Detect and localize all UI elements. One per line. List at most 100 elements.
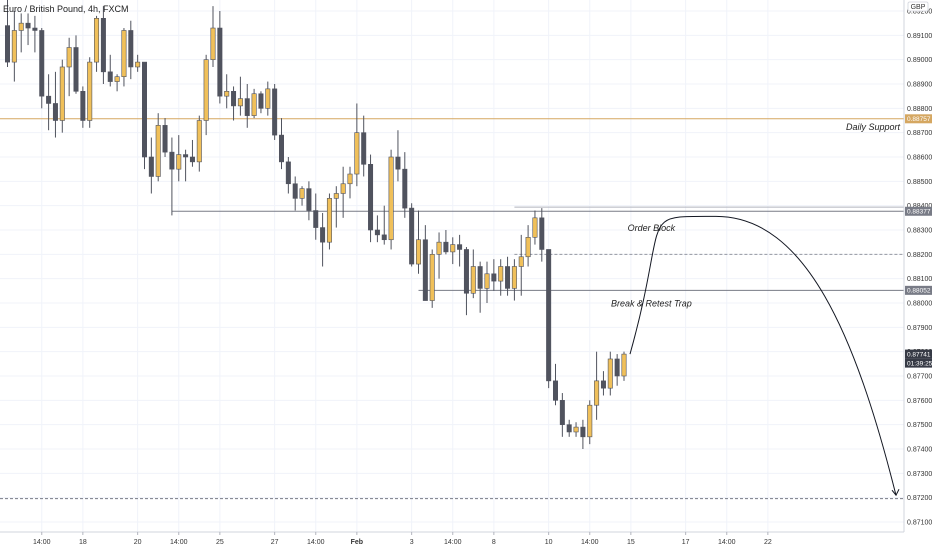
annotation-label: Break & Retest Trap — [611, 299, 692, 309]
horizontal-levels: Daily Support — [0, 118, 904, 500]
candle — [107, 54, 113, 87]
current-price-pill — [905, 349, 932, 359]
candle-body — [244, 98, 250, 116]
candle-body — [155, 125, 161, 177]
time-tick-label: 14:00 — [444, 539, 462, 546]
candle-body — [217, 27, 223, 97]
candle — [505, 256, 511, 296]
candle — [477, 261, 483, 313]
price-pill-text: 0.88052 — [907, 288, 931, 295]
price-pill-text: 0.88757 — [907, 116, 931, 123]
candle — [415, 210, 421, 274]
candle-body — [552, 380, 558, 401]
candle-body — [169, 151, 175, 170]
candle — [546, 249, 552, 389]
price-tick-label: 0.88900 — [907, 82, 932, 89]
price-pill-text: 0.88377 — [907, 209, 931, 216]
candle-body — [94, 17, 100, 63]
candle — [169, 137, 175, 216]
candle — [566, 419, 572, 437]
candle — [374, 215, 380, 243]
candle — [532, 210, 538, 245]
candle — [25, 13, 31, 46]
price-axis-background[interactable] — [904, 0, 932, 550]
candle-body — [189, 156, 195, 163]
candle — [278, 118, 284, 170]
candle-body — [114, 76, 120, 82]
candle-body — [258, 93, 264, 109]
candle — [189, 139, 195, 167]
candle — [231, 86, 237, 121]
candle-body — [128, 30, 134, 68]
price-tick-label: 0.88000 — [907, 301, 932, 308]
candle-body — [429, 254, 435, 301]
projection-arc — [629, 215, 897, 496]
time-tick-label: 14:00 — [170, 539, 188, 546]
candle — [457, 234, 463, 267]
currency-badge[interactable]: GBP — [907, 1, 929, 12]
candle — [409, 203, 415, 267]
candle — [340, 166, 346, 218]
price-tick-label: 0.89200 — [907, 9, 932, 16]
candle — [59, 59, 65, 133]
candle-body — [607, 358, 613, 389]
candle — [587, 400, 593, 445]
candle — [347, 166, 353, 199]
candle — [18, 13, 24, 53]
candle-body — [354, 132, 360, 175]
candle — [80, 86, 86, 128]
candle-body — [231, 91, 237, 107]
price-tick-label: 0.87700 — [907, 374, 932, 381]
candle — [265, 81, 271, 116]
chart-title: Euro / British Pound, 4h, FXCM — [3, 4, 129, 14]
candle-body — [5, 25, 11, 63]
price-axis-labels: 0.87100 0.87200 0.87300 0.87400 0.87500 0.876… — [907, 9, 932, 527]
candle-body — [532, 217, 538, 238]
candle-body — [210, 27, 216, 60]
candle-body — [374, 229, 380, 236]
candle — [114, 74, 120, 92]
candle-body — [614, 358, 620, 377]
candle-body — [333, 193, 339, 199]
candle — [155, 113, 161, 182]
candle-body — [313, 210, 319, 228]
candle — [32, 15, 38, 53]
time-tick-label: 3 — [410, 539, 414, 546]
candle-body — [340, 183, 346, 194]
candle — [46, 74, 52, 131]
time-tick-label: 18 — [79, 539, 87, 546]
candle — [237, 76, 243, 116]
candle — [258, 91, 264, 114]
candle-body — [463, 249, 469, 294]
candle-body — [196, 120, 202, 163]
time-axis-labels[interactable]: 14:00 18 20 14:00 25 27 14:00 Feb 3 14:00 8 10 14:00… — [33, 532, 772, 546]
candle-body — [422, 239, 428, 301]
candle-body — [285, 161, 291, 185]
candle-body — [395, 156, 401, 170]
candle-body — [381, 234, 387, 241]
candle — [292, 176, 298, 211]
candle — [183, 149, 189, 182]
candle-body — [121, 30, 127, 78]
candle-body — [409, 207, 415, 265]
candle — [559, 393, 565, 437]
candle — [100, 6, 106, 84]
candle — [5, 0, 11, 67]
candle-body — [457, 244, 463, 250]
candle-body — [162, 125, 168, 153]
candle — [580, 419, 586, 449]
level-label: Daily Support — [846, 122, 901, 132]
candle-body — [621, 353, 627, 377]
candle — [87, 57, 93, 128]
candle-body — [491, 273, 497, 282]
price-pill — [905, 114, 932, 124]
candle-body — [368, 164, 374, 231]
price-tick-label: 0.88500 — [907, 179, 932, 186]
candle-body — [59, 66, 65, 121]
price-tick-label: 0.88200 — [907, 252, 932, 259]
candle-body — [539, 217, 545, 250]
annotation-label: Order Block — [628, 223, 676, 233]
candle-body — [11, 30, 17, 63]
candle — [525, 225, 531, 267]
